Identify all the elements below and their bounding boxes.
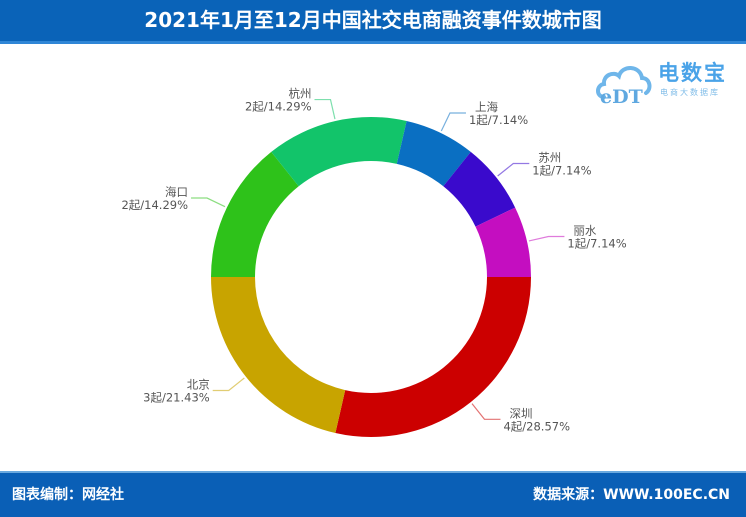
- leader-line: [212, 377, 245, 392]
- slice-label-city: 深圳: [509, 406, 532, 420]
- leader-line: [314, 98, 336, 120]
- leader-lines: [191, 98, 565, 420]
- logo: eDT 电数宝 电商大数据库: [594, 55, 744, 110]
- slice-苏州: [443, 151, 516, 227]
- donut-slices: [211, 117, 531, 437]
- chart-footer: 图表编制：网经社 数据来源：WWW.100EC.CN: [0, 471, 746, 517]
- slice-label-city: 苏州: [538, 151, 561, 165]
- slice-label-city: 丽水: [573, 224, 596, 238]
- leader-line: [471, 403, 501, 420]
- chart-title: 2021年1月至12月中国社交电商融资事件数城市图: [144, 8, 602, 32]
- leader-line: [440, 112, 466, 132]
- leader-line: [497, 162, 530, 177]
- slice-丽水: [475, 207, 531, 277]
- slice-label-city: 上海: [475, 100, 498, 114]
- slice-label-value: 1起/7.14%: [567, 237, 626, 251]
- footer-source: 数据来源：WWW.100EC.CN: [533, 487, 730, 503]
- slice-label-value: 2起/14.29%: [121, 198, 188, 212]
- slice-label-value: 1起/7.14%: [532, 164, 591, 178]
- slice-labels: 深圳4起/28.57%北京3起/21.43%海口2起/14.29%杭州2起/14…: [121, 87, 626, 434]
- slice-深圳: [335, 277, 531, 437]
- chart-header: 2021年1月至12月中国社交电商融资事件数城市图: [0, 0, 746, 44]
- slice-海口: [211, 151, 299, 277]
- slice-杭州: [271, 117, 407, 187]
- slice-label-city: 北京: [187, 377, 210, 391]
- footer-credit: 图表编制：网经社: [12, 487, 124, 503]
- slice-label-city: 杭州: [289, 87, 312, 101]
- logo-brand: 电数宝: [658, 61, 727, 85]
- leader-line: [528, 235, 565, 242]
- slice-上海: [396, 121, 471, 187]
- slice-label-value: 4起/28.57%: [503, 419, 570, 433]
- slice-label-value: 3起/21.43%: [143, 390, 210, 404]
- cloud-edt-icon: eDT: [596, 66, 652, 108]
- svg-text:eDT: eDT: [600, 86, 643, 108]
- slice-label-value: 2起/14.29%: [245, 100, 312, 114]
- slice-北京: [211, 277, 346, 433]
- slice-label-value: 1起/7.14%: [469, 113, 528, 127]
- leader-line: [191, 197, 226, 208]
- slice-label-city: 海口: [165, 185, 188, 199]
- logo-subtitle: 电商大数据库: [660, 88, 720, 97]
